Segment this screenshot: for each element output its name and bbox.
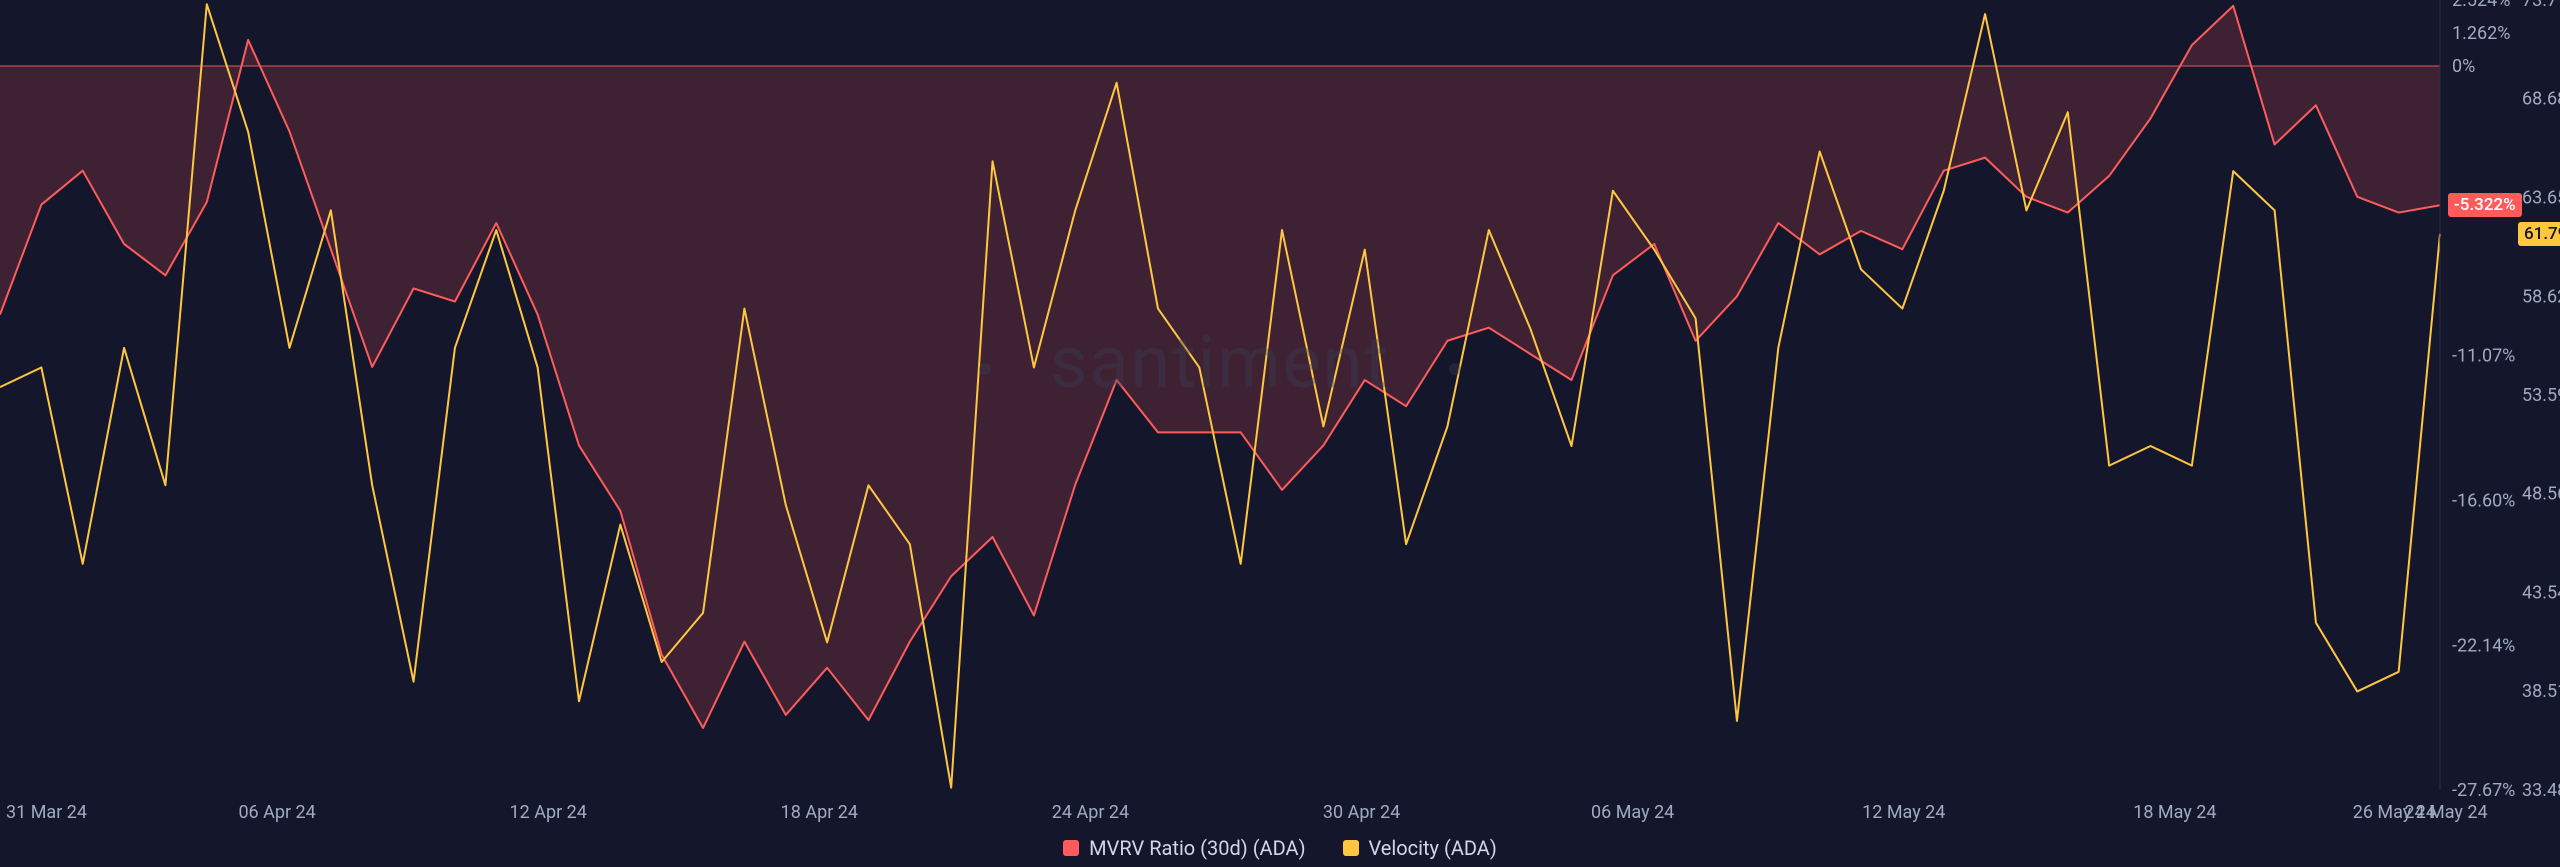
svg-text:31 Mar 24: 31 Mar 24 bbox=[6, 802, 87, 823]
svg-text:73.715: 73.715 bbox=[2522, 0, 2560, 11]
legend-item-mvrv[interactable]: MVRV Ratio (30d) (ADA) bbox=[1063, 836, 1305, 860]
svg-text:26 May 24: 26 May 24 bbox=[2353, 802, 2436, 823]
legend-label-mvrv: MVRV Ratio (30d) (ADA) bbox=[1089, 836, 1305, 860]
svg-text:24 Apr 24: 24 Apr 24 bbox=[1052, 802, 1129, 823]
svg-text:18 May 24: 18 May 24 bbox=[2133, 802, 2216, 823]
svg-text:06 May 24: 06 May 24 bbox=[1591, 802, 1674, 823]
svg-text:33.481: 33.481 bbox=[2522, 780, 2560, 801]
legend-swatch-velocity bbox=[1343, 840, 1359, 856]
svg-text:santiment: santiment bbox=[1050, 320, 1390, 405]
legend-label-velocity: Velocity (ADA) bbox=[1369, 836, 1497, 860]
svg-text:1.262%: 1.262% bbox=[2452, 23, 2510, 44]
current-value-badge-velocity: 61.792 bbox=[2518, 222, 2560, 246]
svg-text:0%: 0% bbox=[2452, 56, 2475, 77]
svg-text:06 Apr 24: 06 Apr 24 bbox=[238, 802, 315, 823]
chart-container: santiment 31 Mar 24 06 Apr 24 12 Apr 24 18 A… bbox=[0, 0, 2560, 867]
svg-text:58.627: 58.627 bbox=[2522, 286, 2560, 307]
svg-text:2.524%: 2.524% bbox=[2452, 0, 2510, 11]
legend-item-velocity[interactable]: Velocity (ADA) bbox=[1343, 836, 1497, 860]
legend: MVRV Ratio (30d) (ADA) Velocity (ADA) bbox=[0, 836, 2560, 861]
current-value-badge-mvrv: -5.322% bbox=[2448, 193, 2522, 217]
svg-text:63.657: 63.657 bbox=[2522, 187, 2560, 208]
svg-text:-22.14%: -22.14% bbox=[2452, 635, 2515, 656]
svg-text:18 Apr 24: 18 Apr 24 bbox=[781, 802, 858, 823]
svg-text:43.54: 43.54 bbox=[2522, 582, 2560, 603]
svg-text:-16.60%: -16.60% bbox=[2452, 490, 2515, 511]
svg-text:-27.67%: -27.67% bbox=[2452, 780, 2515, 801]
svg-text:48.569: 48.569 bbox=[2522, 484, 2560, 505]
legend-swatch-mvrv bbox=[1063, 840, 1079, 856]
svg-text:-11.07%: -11.07% bbox=[2452, 346, 2515, 367]
svg-text:12 May 24: 12 May 24 bbox=[1862, 802, 1945, 823]
svg-text:38.511: 38.511 bbox=[2522, 681, 2560, 702]
chart-svg: santiment 31 Mar 24 06 Apr 24 12 Apr 24 18 A… bbox=[0, 0, 2560, 867]
svg-text:30 Apr 24: 30 Apr 24 bbox=[1323, 802, 1400, 823]
svg-text:68.686: 68.686 bbox=[2522, 89, 2560, 110]
svg-text:53.598: 53.598 bbox=[2522, 385, 2560, 406]
svg-text:12 Apr 24: 12 Apr 24 bbox=[510, 802, 587, 823]
